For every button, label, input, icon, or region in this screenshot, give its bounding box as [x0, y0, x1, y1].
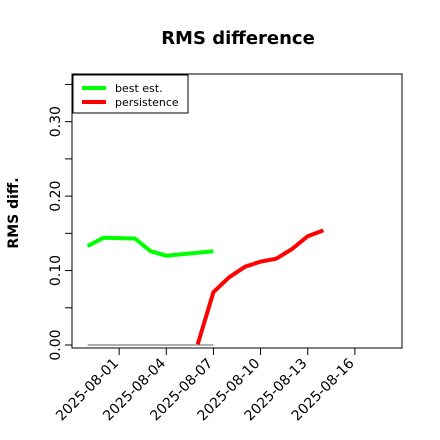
y-axis: 0.00 0.10 0.20 0.30	[48, 83, 72, 361]
y-tick-label: 0.10	[48, 255, 64, 286]
y-axis-label: RMS diff.	[6, 177, 22, 248]
legend: best est.persistence	[72, 74, 189, 114]
legend-label: persistence	[115, 96, 179, 109]
y-tick-label: 0.00	[48, 329, 64, 360]
legend-box	[72, 74, 189, 114]
chart-title: RMS difference	[161, 28, 315, 49]
legend-label: best est.	[115, 82, 163, 95]
plot-frame	[71, 73, 403, 349]
y-tick-label: 0.20	[48, 181, 64, 212]
series-line-persistence	[195, 228, 325, 345]
series-line-best-est	[86, 235, 214, 258]
series-layer	[86, 228, 325, 345]
x-axis: 2025-08-012025-08-042025-08-072025-08-10…	[53, 348, 358, 424]
y-tick-label: 0.30	[48, 106, 64, 137]
